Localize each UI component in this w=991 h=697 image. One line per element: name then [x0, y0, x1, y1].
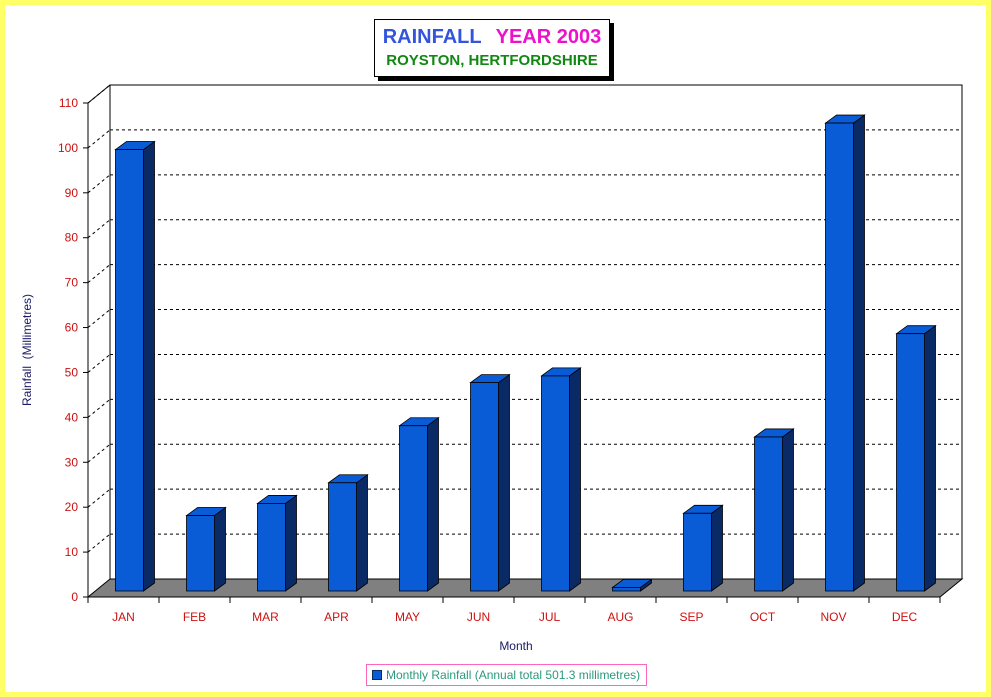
- x-tick-label: APR: [324, 610, 349, 624]
- gridline-side: [87, 264, 111, 284]
- bar: [327, 473, 369, 592]
- bar: [824, 114, 866, 592]
- gridline-side: [87, 309, 111, 328]
- bar: [611, 578, 653, 592]
- x-tick-label: AUG: [607, 610, 633, 624]
- legend-label: Monthly Rainfall (Annual total 501.3 mil…: [386, 668, 641, 682]
- gridline-side: [87, 398, 111, 418]
- bar-side: [143, 140, 155, 592]
- gridline-side: [87, 533, 111, 553]
- bar: [114, 140, 156, 592]
- y-tick-label: 20: [65, 500, 79, 514]
- bar-side: [214, 506, 226, 592]
- legend-swatch: [372, 670, 382, 680]
- chart-title-year: YEAR 2003: [495, 26, 602, 48]
- gridline-side: [87, 129, 111, 149]
- x-tick-label: OCT: [750, 610, 776, 624]
- x-tick-label: JAN: [112, 610, 135, 624]
- x-tick-label: JUL: [539, 610, 561, 624]
- bar-front: [896, 333, 925, 592]
- bar-side: [427, 416, 439, 592]
- x-tick-label: NOV: [820, 610, 846, 624]
- gridline-side: [87, 354, 111, 373]
- bar-side: [853, 114, 865, 592]
- bar-side: [356, 473, 368, 592]
- y-tick-label: 70: [65, 276, 79, 290]
- bar-front: [470, 382, 499, 592]
- y-tick-label: 0: [71, 590, 78, 604]
- bar: [895, 324, 937, 592]
- y-tick-label: 100: [58, 141, 78, 155]
- gridline-side: [87, 488, 111, 508]
- bar-side: [569, 367, 581, 592]
- plot-top-edge: [87, 84, 111, 104]
- bar-side: [924, 324, 936, 592]
- legend: Monthly Rainfall (Annual total 501.3 mil…: [366, 664, 648, 686]
- bar-front: [612, 587, 641, 592]
- bar-front: [328, 482, 357, 592]
- bar-front: [115, 149, 144, 592]
- bar: [682, 504, 724, 592]
- bar-front: [399, 425, 428, 592]
- bar: [540, 367, 582, 592]
- gridline-side: [87, 443, 111, 463]
- bar-front: [825, 122, 854, 592]
- bar-front: [541, 375, 570, 592]
- bar-front: [257, 503, 286, 592]
- chart-title-box: RAINFALL YEAR 2003 ROYSTON, HERTFORDSHIRE: [374, 19, 610, 77]
- bar-side: [782, 428, 794, 592]
- bar: [398, 416, 440, 592]
- y-tick-label: 60: [65, 321, 79, 335]
- x-axis-title: Month: [499, 639, 532, 653]
- x-tick-label: JUN: [467, 610, 490, 624]
- x-tick-label: MAR: [252, 610, 279, 624]
- y-tick-label: 40: [65, 410, 79, 424]
- bar-front: [683, 512, 712, 592]
- bar-side: [711, 504, 723, 592]
- x-tick-label: MAY: [395, 610, 420, 624]
- y-tick-label: 80: [65, 231, 79, 245]
- y-tick-label: 30: [65, 455, 79, 469]
- bar: [256, 494, 298, 592]
- y-axis-title: Rainfall (Millimetres): [20, 294, 34, 406]
- bar-front: [754, 436, 783, 592]
- gridline-side: [87, 174, 111, 194]
- chart-title-main: RAINFALL: [382, 26, 482, 48]
- bar-series: [114, 114, 937, 592]
- x-tick-label: DEC: [892, 610, 918, 624]
- chart-subtitle: ROYSTON, HERTFORDSHIRE: [386, 52, 598, 69]
- y-tick-label: 50: [65, 365, 79, 379]
- chart-title: RAINFALL YEAR 2003: [375, 26, 609, 49]
- bar: [753, 428, 795, 592]
- bar-front: [186, 515, 215, 592]
- x-tick-label: SEP: [679, 610, 703, 624]
- y-tick-label: 90: [65, 186, 79, 200]
- bar: [185, 506, 227, 592]
- y-tick-label: 10: [65, 545, 79, 559]
- x-tick-label: FEB: [183, 610, 206, 624]
- y-tick-label: 110: [59, 96, 78, 110]
- gridline-side: [87, 219, 111, 239]
- bar-side: [498, 373, 510, 592]
- bar: [469, 373, 511, 592]
- bar-side: [285, 494, 297, 592]
